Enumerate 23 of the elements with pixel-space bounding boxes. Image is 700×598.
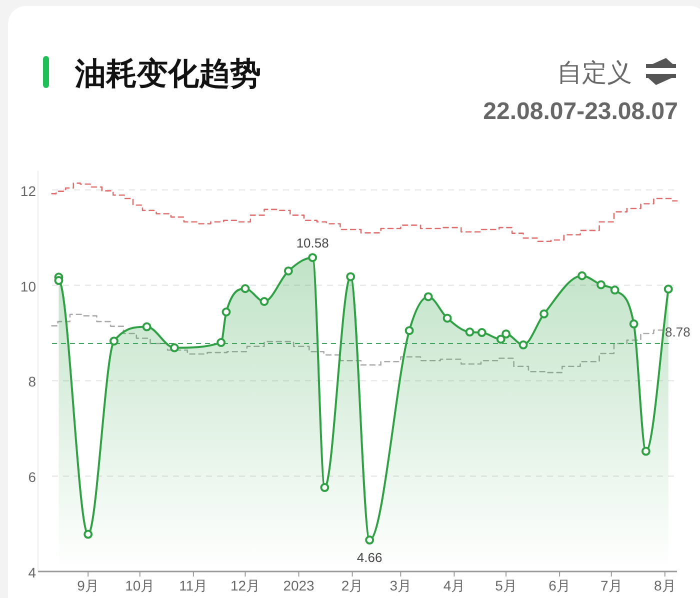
- ref-line-label: 8.78: [665, 324, 690, 340]
- x-tick-label: 8月: [654, 578, 676, 594]
- y-tick-label: 6: [28, 469, 36, 486]
- chart-subtitle: 22.08.07-23.08.07: [483, 98, 678, 125]
- x-tick-label: 12月: [230, 578, 260, 594]
- x-tick-label: 7月: [600, 578, 622, 594]
- x-tick-label: 6月: [548, 578, 570, 594]
- y-tick-label: 8: [28, 374, 36, 390]
- x-tick-label: 2月: [341, 578, 364, 594]
- x-tick-label: 9月: [77, 578, 99, 594]
- annotation: 4.66: [356, 550, 382, 566]
- x-tick-label: 2023: [283, 578, 315, 594]
- x-tick-label: 10月: [125, 578, 155, 594]
- x-tick-label: 4月: [443, 578, 466, 594]
- chart-title: 油耗变化趋势: [74, 56, 261, 91]
- y-tick-label: 10: [20, 278, 36, 294]
- annotation: 10.58: [296, 236, 329, 251]
- x-tick-label: 5月: [495, 578, 517, 594]
- y-tick-label: 12: [20, 182, 36, 199]
- text: 自定义: [557, 59, 632, 87]
- y-tick-label: 4: [28, 564, 36, 580]
- x-tick-label: 11月: [179, 578, 208, 594]
- x-tick-label: 3月: [390, 578, 412, 594]
